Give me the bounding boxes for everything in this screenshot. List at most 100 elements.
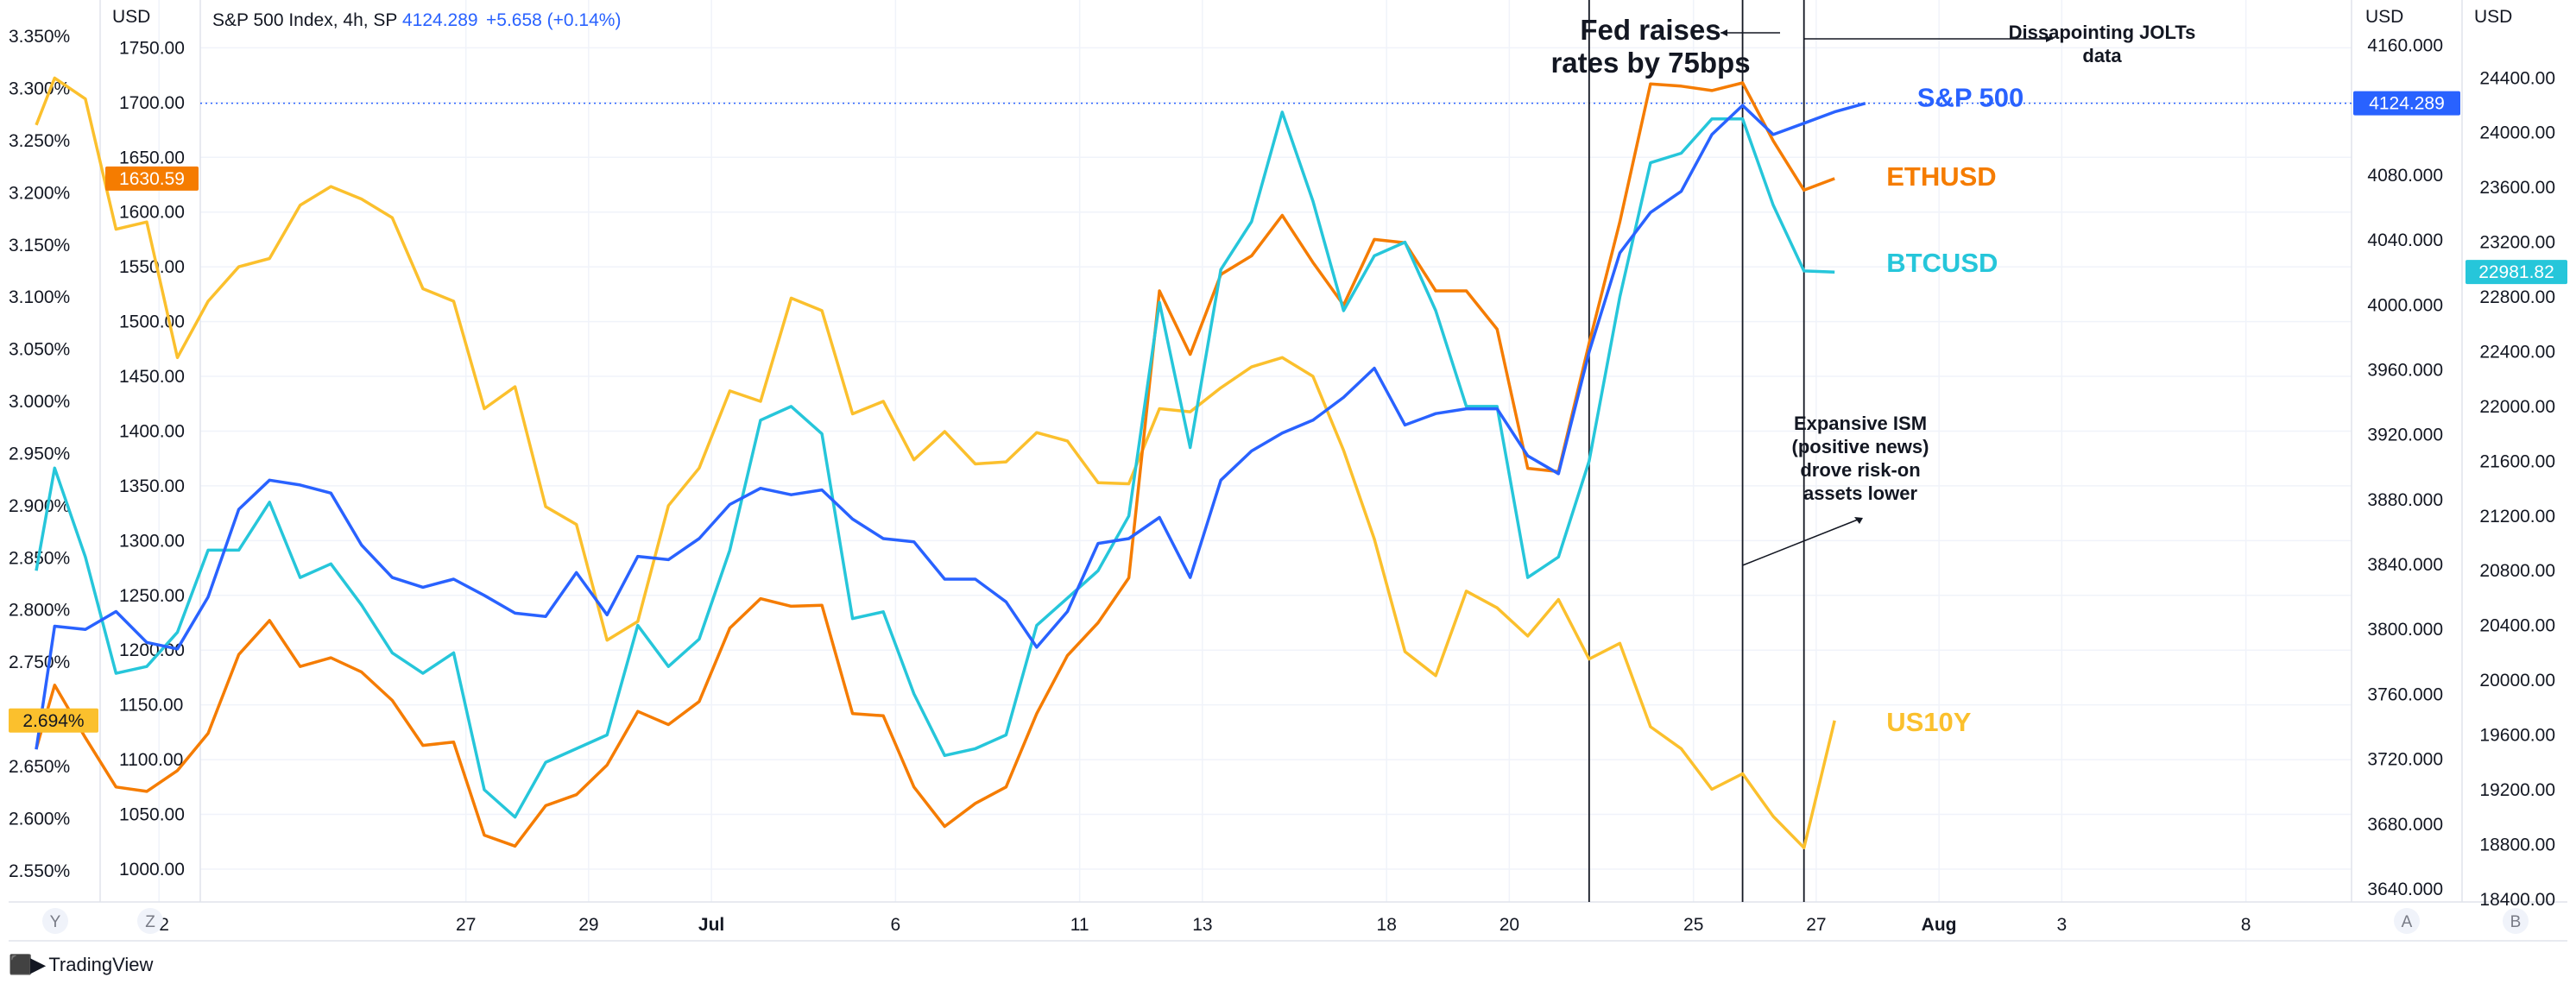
x-tick-label: 3	[2056, 915, 2067, 935]
us10y-axis-tick: 3.050%	[9, 340, 70, 360]
eth-axis-tick: 1150.00	[119, 696, 183, 716]
z_button-label: Z	[145, 913, 155, 931]
b_button-label: B	[2510, 913, 2522, 931]
btc-axis-tick: 18400.00	[2479, 890, 2555, 910]
annotation-jolts-arrowhead	[2046, 35, 2053, 42]
spx-axis-tick: 4040.000	[2367, 230, 2443, 250]
x-tick-label: 27	[456, 915, 476, 935]
spx-axis-tick: 3800.000	[2367, 620, 2443, 640]
series-label-btc: BTCUSD	[1886, 248, 1998, 278]
spx-axis-tick: 4160.000	[2367, 36, 2443, 56]
eth-axis-tick: 1000.00	[119, 860, 185, 880]
eth-axis-tick: 1650.00	[119, 148, 185, 167]
series-line-us10y	[35, 76, 1836, 849]
brand-text: TradingView	[48, 954, 154, 975]
us10y-axis-tick: 2.550%	[9, 861, 70, 881]
eth-axis-tick: 1250.00	[119, 586, 185, 606]
eth-last-value-tag: 1630.59	[119, 169, 185, 189]
spx-axis-tick: 3680.000	[2367, 815, 2443, 835]
btc-axis-tick: 20400.00	[2479, 616, 2555, 636]
spx-axis-tick: 3840.000	[2367, 555, 2443, 575]
annotation-fed-line1: Fed raises	[1580, 14, 1720, 46]
annotation-fed-arrowhead	[1720, 29, 1727, 36]
x-tick-label: 27	[1806, 915, 1826, 935]
x-tick-label: 13	[1192, 915, 1212, 935]
x-tick-label: 29	[578, 915, 598, 935]
eth-axis-tick: 1100.00	[119, 750, 183, 770]
us10y-axis-tick: 3.200%	[9, 183, 70, 203]
us10y-axis-tick: 3.250%	[9, 131, 70, 151]
spx-axis-tick: 3760.000	[2367, 684, 2443, 704]
tradingview-logo-icon: ⬛▶	[9, 954, 45, 975]
spx-axis-tick: 3920.000	[2367, 426, 2443, 445]
spx-axis-tick: 3640.000	[2367, 880, 2443, 899]
us10y-axis-tick: 3.100%	[9, 287, 70, 307]
spx-last-value-tag-bg	[2353, 91, 2460, 116]
y_button	[42, 908, 68, 934]
series-label-us10y: US10Y	[1886, 707, 1972, 737]
us10y-axis-tick: 2.800%	[9, 601, 70, 621]
btc-axis-tick: 24400.00	[2479, 68, 2555, 88]
us10y-axis-tick: 3.350%	[9, 27, 70, 47]
eth-axis-tick: 1350.00	[119, 476, 185, 496]
eth-last-value-tag-bg	[105, 166, 199, 191]
x-tick-label: Aug	[1922, 915, 1957, 935]
x-tick-label: Jul	[698, 915, 724, 935]
x-tick-label: 20	[1500, 915, 1519, 935]
spx-axis-tick: 3720.000	[2367, 750, 2443, 770]
spx-axis-tick: 4000.000	[2367, 295, 2443, 315]
btc-last-value-tag: 22981.82	[2478, 262, 2554, 282]
btc-axis-tick: 24000.00	[2479, 123, 2555, 143]
btc-axis-tick: 20800.00	[2479, 561, 2555, 581]
annotation-ism-line1: Expansive ISM	[1794, 413, 1927, 434]
series-line-eth	[35, 81, 1835, 848]
annotation-jolts-line2: data	[2082, 45, 2122, 66]
x-tick-label: 6	[891, 915, 901, 935]
btc-axis-tick: 18800.00	[2479, 835, 2555, 854]
spx-axis-tick: 3960.000	[2367, 360, 2443, 380]
eth-axis-tick: 1700.00	[119, 93, 185, 113]
btc-axis-tick: 19600.00	[2479, 726, 2555, 746]
eth-axis-tick: 1450.00	[119, 367, 185, 387]
b_button	[2503, 908, 2529, 934]
us10y-axis-tick: 3.000%	[9, 392, 70, 412]
annotation-ism-line3: drove risk-on	[1800, 459, 1920, 481]
spx-axis-tick: 4080.000	[2367, 166, 2443, 186]
eth-axis-tick: 1600.00	[119, 203, 185, 223]
series-label-eth: ETHUSD	[1886, 161, 1996, 192]
series-label-spx: S&P 500	[1917, 83, 2024, 113]
x-tick-label: 25	[1683, 915, 1703, 935]
eth-axis-tick: 1750.00	[119, 38, 185, 58]
us10y-axis-tick: 3.150%	[9, 236, 70, 255]
btc-axis-tick: 21200.00	[2479, 507, 2555, 527]
eth-axis-tick: 1500.00	[119, 312, 185, 332]
header-price: 4124.289	[402, 10, 478, 30]
header-symbol: S&P 500 Index, 4h, SP	[212, 10, 397, 30]
annotation-ism-line2: (positive news)	[1792, 436, 1929, 457]
header-change: +5.658 (+0.14%)	[486, 10, 621, 30]
tradingview-brand[interactable]: ⬛▶ TradingView	[9, 952, 153, 978]
us10y-axis-tick: 2.950%	[9, 444, 70, 463]
btc-axis-tick: 22000.00	[2479, 397, 2555, 417]
a_button	[2394, 908, 2420, 934]
us10y-axis-tick: 3.300%	[9, 79, 70, 99]
annotation-ism-line4: assets lower	[1803, 482, 1918, 504]
y_button-label: Y	[50, 913, 61, 931]
btc-axis-tick: 19200.00	[2479, 780, 2555, 800]
btc-axis-tick: 20000.00	[2479, 671, 2555, 690]
us10y-axis-tick: 2.600%	[9, 809, 70, 829]
us10y-axis-tick: 2.650%	[9, 757, 70, 777]
annotation-jolts-line1: Dissapointing JOLTs	[2009, 22, 2196, 43]
us10y-axis-tick: 2.900%	[9, 496, 70, 516]
eth-axis-tick: 1550.00	[119, 257, 185, 277]
annotation-ism-arrow	[1742, 519, 1859, 566]
annotation-ism-arrowhead	[1854, 517, 1863, 524]
eth-axis-tick: 1300.00	[119, 531, 185, 551]
eth-axis-tick: 1400.00	[119, 421, 185, 441]
btc-axis-unit: USD	[2474, 7, 2512, 27]
us10y-axis-tick: 2.750%	[9, 653, 70, 672]
btc-axis-tick: 21600.00	[2479, 451, 2555, 471]
z_button	[137, 908, 163, 934]
